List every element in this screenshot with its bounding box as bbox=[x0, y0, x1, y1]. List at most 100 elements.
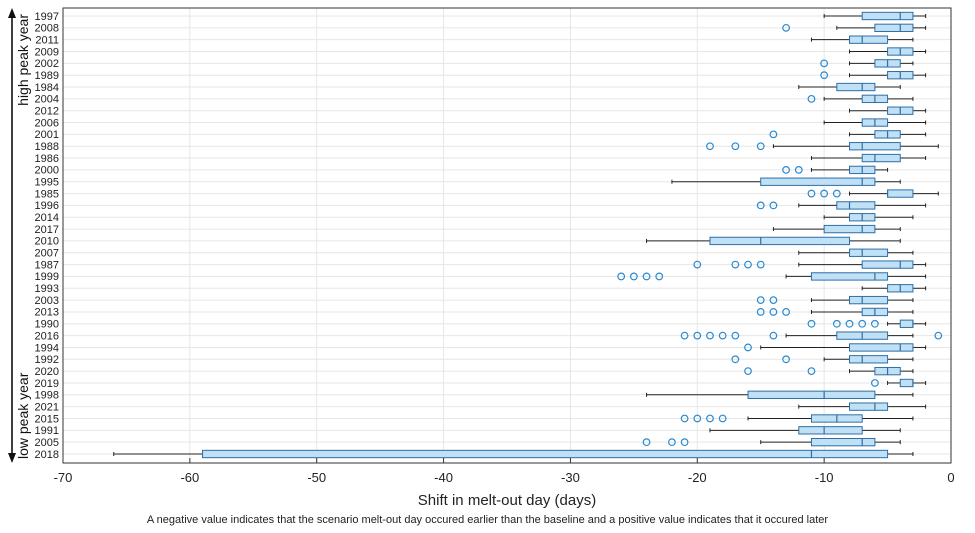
outlier-point bbox=[744, 260, 752, 269]
box-1998 bbox=[646, 390, 914, 399]
box-iqr bbox=[849, 142, 901, 151]
box-iqr bbox=[849, 402, 889, 411]
box-iqr bbox=[810, 437, 876, 447]
outlier-point bbox=[655, 272, 664, 281]
box-1991 bbox=[709, 426, 901, 435]
box-1996 bbox=[756, 201, 927, 210]
box-2004 bbox=[807, 94, 914, 104]
arrow-head-down bbox=[8, 453, 16, 463]
box-2021 bbox=[798, 402, 927, 411]
x-tick-label: -10 bbox=[815, 470, 834, 485]
y-tick-label: 2006 bbox=[35, 117, 59, 129]
outlier-point bbox=[756, 201, 765, 210]
chart-caption: A negative value indicates that the scen… bbox=[146, 514, 829, 526]
outlier-point bbox=[756, 296, 765, 305]
outlier-point bbox=[769, 201, 778, 210]
box-1994 bbox=[744, 343, 927, 352]
box-2015 bbox=[680, 414, 914, 423]
outlier-point bbox=[718, 331, 727, 340]
box-iqr bbox=[760, 177, 876, 186]
y-tick-label: 2013 bbox=[35, 307, 59, 319]
box-iqr bbox=[861, 11, 914, 21]
box-2019 bbox=[870, 378, 927, 388]
outlier-point bbox=[731, 260, 740, 269]
box-2017 bbox=[772, 224, 901, 234]
outlier-point bbox=[820, 189, 829, 198]
outlier-point bbox=[680, 414, 689, 423]
outlier-point bbox=[845, 319, 854, 328]
box-1986 bbox=[810, 153, 927, 163]
box-iqr bbox=[836, 201, 876, 210]
outlier-point bbox=[769, 331, 778, 340]
outlier-point bbox=[642, 438, 651, 447]
y-tick-label: 2002 bbox=[35, 58, 59, 70]
arrow-head-up bbox=[8, 8, 16, 18]
outlier-point bbox=[870, 379, 879, 387]
outlier-point bbox=[858, 319, 867, 328]
box-iqr bbox=[747, 390, 876, 399]
box-1984 bbox=[798, 82, 901, 92]
y-tick-label: 2003 bbox=[35, 295, 59, 307]
outlier-point bbox=[680, 331, 689, 340]
box-iqr bbox=[849, 355, 889, 364]
box-2008 bbox=[782, 23, 927, 33]
box-2001 bbox=[769, 130, 927, 139]
boxplot-chart: 1997200820112009200219891984200420122006… bbox=[8, 7, 955, 509]
outlier-point bbox=[769, 308, 778, 316]
y-tick-label: 2017 bbox=[35, 224, 59, 236]
y-tick-label: 1994 bbox=[35, 342, 59, 354]
y-tick-label: 2011 bbox=[35, 34, 59, 46]
box-2006 bbox=[823, 118, 927, 127]
outlier-point bbox=[706, 142, 714, 151]
y-tick-label: 2009 bbox=[35, 46, 59, 58]
y-tick-label: 2005 bbox=[35, 437, 59, 449]
box-iqr bbox=[202, 449, 889, 459]
plot-frame bbox=[62, 7, 952, 464]
box-2013 bbox=[756, 307, 914, 317]
y-tick-label: 2007 bbox=[35, 248, 59, 260]
y-tick-label: 2001 bbox=[35, 129, 59, 141]
y-tick-label: 1991 bbox=[35, 425, 59, 437]
outlier-point bbox=[706, 414, 714, 423]
y-tick-label: 2021 bbox=[35, 401, 59, 413]
box-iqr bbox=[874, 23, 914, 33]
outlier-point bbox=[769, 130, 778, 139]
box-2018 bbox=[113, 449, 914, 459]
outlier-point bbox=[731, 142, 740, 151]
box-iqr bbox=[849, 343, 914, 352]
outlier-point bbox=[642, 272, 651, 281]
y-tick-label: 2014 bbox=[35, 212, 59, 224]
outlier-point bbox=[807, 367, 816, 376]
outlier-point bbox=[706, 331, 714, 340]
outlier-point bbox=[934, 331, 943, 340]
outlier-point bbox=[756, 260, 765, 269]
box-2011 bbox=[810, 35, 914, 44]
box-1987 bbox=[693, 260, 927, 269]
outlier-point bbox=[832, 319, 841, 328]
box-2003 bbox=[756, 295, 914, 305]
y-tick-label: 1997 bbox=[35, 11, 59, 23]
box-2014 bbox=[823, 213, 914, 222]
box-2020 bbox=[744, 366, 914, 376]
y-tick-label: 2008 bbox=[35, 23, 59, 35]
y-tick-label: 1992 bbox=[35, 354, 59, 366]
box-1990 bbox=[807, 319, 927, 328]
y-tick-label: 2020 bbox=[35, 366, 59, 378]
y-tick-label: 1998 bbox=[35, 390, 59, 402]
outlier-point bbox=[693, 414, 702, 423]
box-iqr bbox=[849, 35, 889, 44]
y-tick-label: 2010 bbox=[35, 236, 59, 248]
y-tick-label: 2018 bbox=[35, 449, 59, 461]
box-iqr bbox=[798, 426, 863, 435]
box-2002 bbox=[820, 59, 914, 68]
box-2010 bbox=[646, 236, 901, 246]
outlier-point bbox=[617, 272, 626, 281]
outlier-point bbox=[731, 355, 740, 364]
outlier-point bbox=[782, 23, 790, 32]
y-tick-label: 1989 bbox=[35, 70, 59, 82]
x-tick-label: 0 bbox=[947, 470, 954, 485]
outlier-point bbox=[807, 94, 816, 103]
x-tick-label: -50 bbox=[307, 470, 326, 485]
y-tick-label: 1996 bbox=[35, 200, 59, 212]
x-axis-label: Shift in melt-out day (days) bbox=[418, 492, 596, 509]
